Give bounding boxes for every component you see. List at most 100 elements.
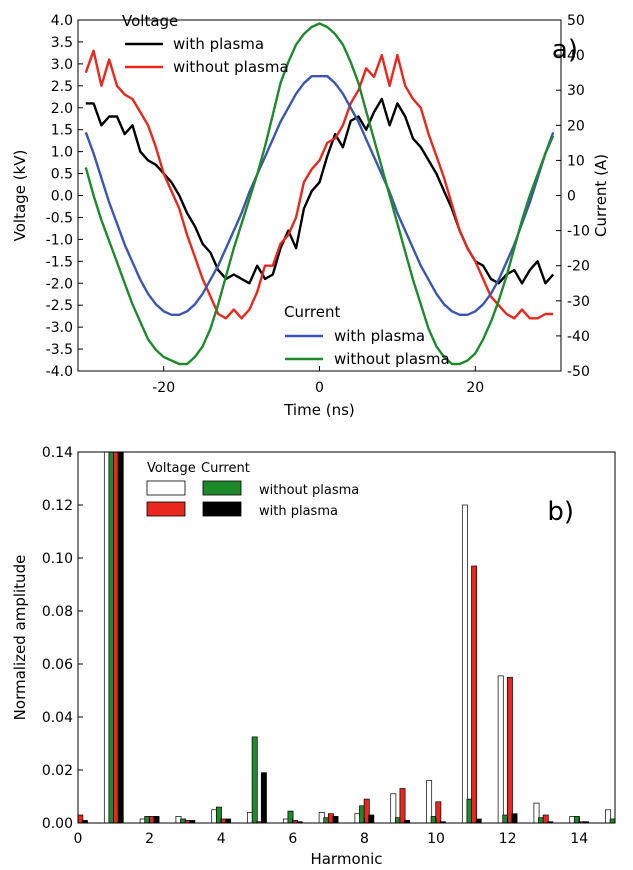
legend-label-current-with-plasma: with plasma bbox=[334, 327, 425, 345]
y-tick-label-right: 50 bbox=[567, 13, 585, 29]
panel-label: a) bbox=[552, 35, 578, 65]
line-voltage-with-plasma bbox=[85, 97, 555, 285]
panel-b: 0.00 0.02 0.04 0.06 0.08 0.10 0.12 0.14 0 2 4 6 8 10 1… bbox=[11, 445, 624, 868]
bar-current-with-plasma bbox=[260, 772, 267, 823]
bar-current-with-plasma bbox=[81, 820, 88, 823]
bar-voltage-without-plasma bbox=[461, 504, 468, 823]
y-tick-label-left: -2.0 bbox=[46, 276, 73, 292]
y-tick-label: 0.10 bbox=[42, 551, 73, 567]
legend-swatch-current-without-plasma bbox=[202, 480, 242, 496]
y-tick-label-left: -2.5 bbox=[46, 298, 73, 314]
y-tick-label-left: -4.0 bbox=[46, 364, 73, 380]
bar-voltage-with-plasma bbox=[78, 814, 84, 823]
y-tick-label-right: 20 bbox=[567, 118, 585, 134]
bar-current-with-plasma bbox=[439, 821, 446, 823]
bar-current-with-plasma bbox=[404, 820, 411, 823]
y-tick-label-right: -30 bbox=[567, 294, 590, 310]
bar-voltage-with-plasma bbox=[399, 788, 406, 823]
y-tick-label-left: 1.0 bbox=[51, 145, 73, 161]
bar-current-with-plasma bbox=[296, 821, 303, 823]
line-current-with-plasma bbox=[84, 75, 555, 316]
y-tick-label: 0.04 bbox=[42, 710, 73, 726]
x-tick-label: -20 bbox=[152, 380, 175, 396]
legend-label-with-plasma: with plasma bbox=[259, 504, 338, 519]
x-tick-label: 14 bbox=[570, 831, 588, 847]
legend-voltage-title: Voltage bbox=[122, 12, 178, 30]
legend-swatch-voltage-with-plasma bbox=[146, 501, 186, 517]
y-tick-label: 0.08 bbox=[42, 604, 73, 620]
y-tick-label-left: -0.5 bbox=[46, 210, 73, 226]
y-tick-label: 0.14 bbox=[42, 445, 73, 461]
y-tick-label-right: 40 bbox=[567, 48, 585, 64]
bar-current-with-plasma bbox=[225, 818, 232, 823]
bar-current-with-plasma bbox=[153, 816, 160, 823]
y-tick-label-left: 0.5 bbox=[51, 167, 73, 183]
y-tick-label-left: 0.0 bbox=[51, 189, 73, 205]
x-tick-label: 20 bbox=[466, 380, 484, 396]
legend-swatch-current-with-plasma bbox=[202, 501, 242, 517]
y-tick-label-left: 3.0 bbox=[51, 57, 73, 73]
x-tick-label: 8 bbox=[360, 831, 369, 847]
y-tick-label-right: -40 bbox=[567, 329, 590, 345]
y-tick-label-right: 10 bbox=[567, 153, 585, 169]
y-tick-label-left: -1.0 bbox=[46, 232, 73, 248]
legend-label-current-without-plasma: without plasma bbox=[334, 350, 450, 368]
x-tick-label: 12 bbox=[499, 831, 517, 847]
bar-voltage-without-plasma bbox=[605, 809, 612, 823]
y-tick-label-right: -50 bbox=[567, 364, 590, 380]
x-axis-label: Time (ns) bbox=[283, 401, 355, 419]
panel-label: b) bbox=[547, 497, 574, 527]
legend-label-without-plasma: without plasma bbox=[259, 483, 359, 498]
legend-header-voltage: Voltage bbox=[147, 461, 196, 476]
bar-current-without-plasma bbox=[251, 736, 258, 823]
x-tick-label: 4 bbox=[217, 831, 226, 847]
x-tick-label: 0 bbox=[74, 831, 83, 847]
x-axis-label: Harmonic bbox=[310, 850, 382, 868]
legend-header-current: Current bbox=[201, 461, 250, 476]
bar-current-with-plasma bbox=[511, 813, 518, 823]
bar-current-with-plasma bbox=[475, 818, 482, 823]
y-axis-label-right: Current (A) bbox=[592, 154, 610, 237]
y-tick-label-right: 0 bbox=[567, 189, 576, 205]
x-tick-label: 10 bbox=[427, 831, 445, 847]
legend-swatch-voltage-without-plasma bbox=[146, 480, 186, 496]
plot-frame bbox=[77, 451, 616, 824]
bars-group bbox=[78, 452, 624, 823]
x-tick-label: 6 bbox=[288, 831, 297, 847]
bar-current-with-plasma bbox=[583, 821, 590, 823]
y-tick-label: 0.06 bbox=[42, 657, 73, 673]
y-axis-label-left: Voltage (kV) bbox=[11, 150, 29, 242]
y-tick-label-left: 3.5 bbox=[51, 35, 73, 51]
bar-current-with-plasma bbox=[619, 822, 624, 823]
bar-voltage-with-plasma bbox=[506, 676, 513, 823]
y-tick-label-left: -3.0 bbox=[46, 320, 73, 336]
y-tick-label-left: -1.5 bbox=[46, 254, 73, 270]
bar-voltage-with-plasma bbox=[542, 814, 549, 823]
bar-current-with-plasma bbox=[117, 452, 124, 823]
y-tick-label: 0.00 bbox=[42, 816, 73, 832]
y-tick-label-left: 1.5 bbox=[51, 123, 73, 139]
y-tick-label-left: -3.5 bbox=[46, 342, 73, 358]
panel-a: 4.0 3.5 3.0 2.5 2.0 1.5 1.0 0.5 0.0 -0.5 -1.0 -1.5 -… bbox=[11, 12, 610, 419]
x-tick-label: 0 bbox=[315, 380, 324, 396]
bar-current-with-plasma bbox=[368, 814, 375, 823]
y-axis-label: Normalized amplitude bbox=[11, 555, 29, 721]
x-tick-label: 2 bbox=[145, 831, 154, 847]
y-tick-label-right: -10 bbox=[567, 224, 590, 240]
bar-voltage-with-plasma bbox=[471, 565, 478, 823]
bar-current-with-plasma bbox=[189, 820, 196, 823]
bar-current-with-plasma bbox=[332, 816, 339, 823]
line-voltage-without-plasma bbox=[84, 49, 554, 320]
legend-current-title: Current bbox=[284, 303, 340, 321]
y-tick-label: 0.12 bbox=[42, 498, 73, 514]
y-tick-label-left: 2.5 bbox=[51, 79, 73, 95]
y-tick-label: 0.02 bbox=[42, 763, 73, 779]
line-current-without-plasma bbox=[84, 22, 555, 366]
y-tick-label-right: -20 bbox=[567, 259, 590, 275]
y-tick-label-left: 2.0 bbox=[51, 101, 73, 117]
y-tick-label-right: 30 bbox=[567, 83, 585, 99]
legend-label-voltage-without-plasma: without plasma bbox=[173, 58, 289, 76]
bar-voltage-without-plasma bbox=[497, 675, 504, 823]
bar-current-with-plasma bbox=[547, 821, 554, 823]
